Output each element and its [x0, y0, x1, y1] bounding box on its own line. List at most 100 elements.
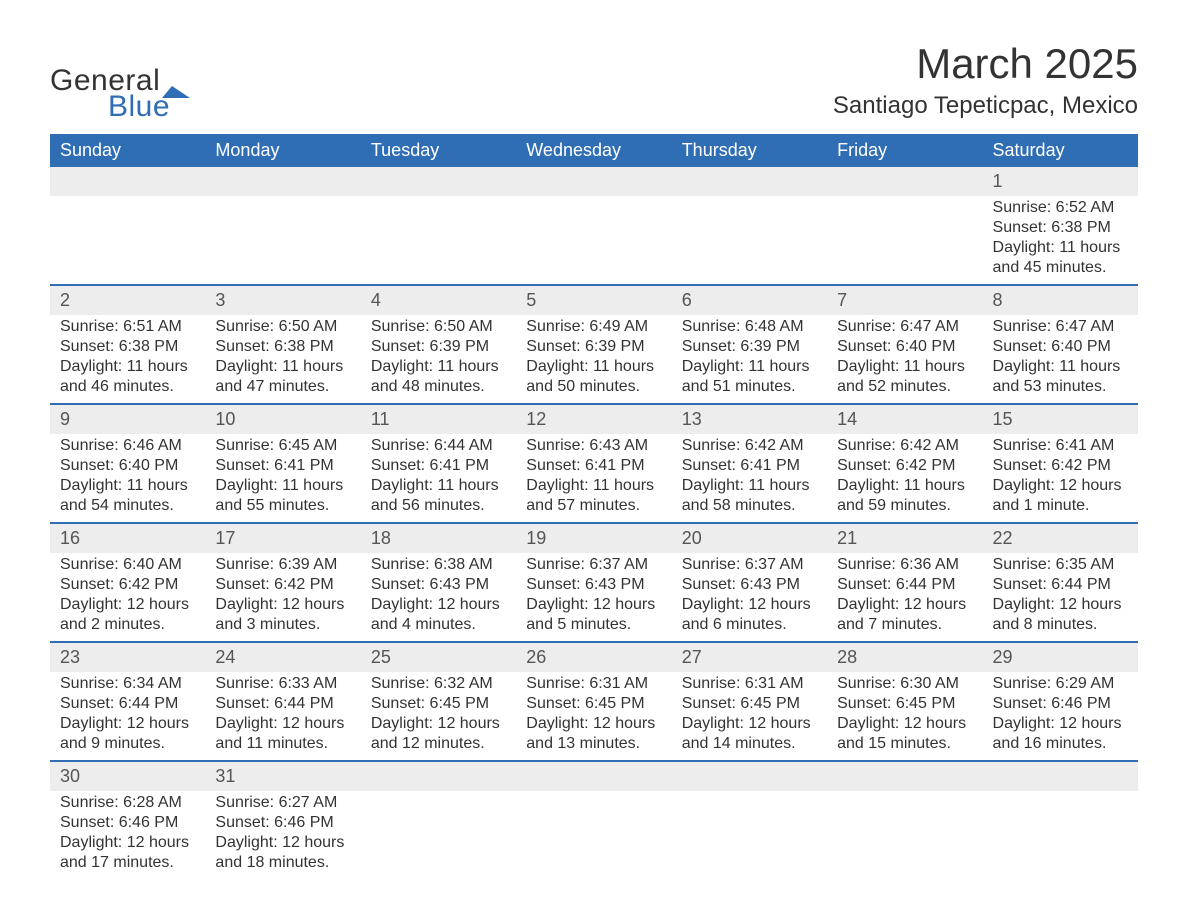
daydata-cell: Sunrise: 6:30 AMSunset: 6:45 PMDaylight:… [827, 672, 982, 761]
daylight-text: Daylight: 12 hours and 18 minutes. [215, 833, 350, 873]
daynum-cell: 11 [361, 404, 516, 434]
daydata-cell: Sunrise: 6:36 AMSunset: 6:44 PMDaylight:… [827, 553, 982, 642]
sunrise-text: Sunrise: 6:50 AM [215, 317, 350, 337]
day-header-fri: Friday [827, 134, 982, 167]
daynum-cell: 10 [205, 404, 360, 434]
daylight-text: Daylight: 11 hours and 53 minutes. [993, 357, 1128, 397]
sunset-text: Sunset: 6:44 PM [215, 694, 350, 714]
daynum-cell [827, 167, 982, 196]
sunrise-text: Sunrise: 6:46 AM [60, 436, 195, 456]
sunset-text: Sunset: 6:39 PM [526, 337, 661, 357]
calendar-header-row: Sunday Monday Tuesday Wednesday Thursday… [50, 134, 1138, 167]
daydata-cell: Sunrise: 6:44 AMSunset: 6:41 PMDaylight:… [361, 434, 516, 523]
daynum-cell [672, 167, 827, 196]
sunset-text: Sunset: 6:44 PM [837, 575, 972, 595]
sunrise-text: Sunrise: 6:47 AM [837, 317, 972, 337]
sunset-text: Sunset: 6:38 PM [993, 218, 1128, 238]
daydata-cell [361, 196, 516, 285]
sunset-text: Sunset: 6:40 PM [837, 337, 972, 357]
daylight-text: Daylight: 12 hours and 9 minutes. [60, 714, 195, 754]
daydata-cell: Sunrise: 6:41 AMSunset: 6:42 PMDaylight:… [983, 434, 1138, 523]
daylight-text: Daylight: 12 hours and 17 minutes. [60, 833, 195, 873]
daylight-text: Daylight: 12 hours and 5 minutes. [526, 595, 661, 635]
daylight-text: Daylight: 11 hours and 56 minutes. [371, 476, 506, 516]
sunset-text: Sunset: 6:42 PM [215, 575, 350, 595]
sunrise-text: Sunrise: 6:51 AM [60, 317, 195, 337]
daylight-text: Daylight: 12 hours and 16 minutes. [993, 714, 1128, 754]
sunrise-text: Sunrise: 6:50 AM [371, 317, 506, 337]
daylight-text: Daylight: 12 hours and 14 minutes. [682, 714, 817, 754]
sunset-text: Sunset: 6:46 PM [60, 813, 195, 833]
daynum-cell: 18 [361, 523, 516, 553]
sunset-text: Sunset: 6:42 PM [60, 575, 195, 595]
daydata-cell [827, 791, 982, 879]
sunset-text: Sunset: 6:41 PM [371, 456, 506, 476]
title-block: March 2025 Santiago Tepeticpac, Mexico [833, 40, 1138, 120]
sunset-text: Sunset: 6:38 PM [60, 337, 195, 357]
daydata-cell [516, 196, 671, 285]
sunrise-text: Sunrise: 6:42 AM [682, 436, 817, 456]
sunrise-text: Sunrise: 6:40 AM [60, 555, 195, 575]
daylight-text: Daylight: 12 hours and 3 minutes. [215, 595, 350, 635]
daynum-cell: 30 [50, 761, 205, 791]
daynum-cell: 15 [983, 404, 1138, 434]
daynum-cell: 9 [50, 404, 205, 434]
daydata-cell: Sunrise: 6:50 AMSunset: 6:38 PMDaylight:… [205, 315, 360, 404]
daydata-row: Sunrise: 6:46 AMSunset: 6:40 PMDaylight:… [50, 434, 1138, 523]
daylight-text: Daylight: 12 hours and 2 minutes. [60, 595, 195, 635]
sunrise-text: Sunrise: 6:31 AM [682, 674, 817, 694]
sunset-text: Sunset: 6:43 PM [682, 575, 817, 595]
daydata-row: Sunrise: 6:52 AMSunset: 6:38 PMDaylight:… [50, 196, 1138, 285]
daydata-cell [516, 791, 671, 879]
sunrise-text: Sunrise: 6:43 AM [526, 436, 661, 456]
daydata-cell: Sunrise: 6:29 AMSunset: 6:46 PMDaylight:… [983, 672, 1138, 761]
daynum-cell [516, 167, 671, 196]
daylight-text: Daylight: 12 hours and 6 minutes. [682, 595, 817, 635]
daylight-text: Daylight: 11 hours and 45 minutes. [993, 238, 1128, 278]
sunrise-text: Sunrise: 6:36 AM [837, 555, 972, 575]
sunset-text: Sunset: 6:41 PM [526, 456, 661, 476]
sunrise-text: Sunrise: 6:34 AM [60, 674, 195, 694]
sunrise-text: Sunrise: 6:42 AM [837, 436, 972, 456]
calendar-table: Sunday Monday Tuesday Wednesday Thursday… [50, 134, 1138, 879]
sunset-text: Sunset: 6:40 PM [993, 337, 1128, 357]
daydata-cell: Sunrise: 6:37 AMSunset: 6:43 PMDaylight:… [672, 553, 827, 642]
sunrise-text: Sunrise: 6:32 AM [371, 674, 506, 694]
sunset-text: Sunset: 6:42 PM [993, 456, 1128, 476]
daylight-text: Daylight: 11 hours and 46 minutes. [60, 357, 195, 397]
daynum-row: 23242526272829 [50, 642, 1138, 672]
daynum-cell: 21 [827, 523, 982, 553]
day-header-wed: Wednesday [516, 134, 671, 167]
daynum-cell [361, 761, 516, 791]
daydata-cell: Sunrise: 6:45 AMSunset: 6:41 PMDaylight:… [205, 434, 360, 523]
sunset-text: Sunset: 6:42 PM [837, 456, 972, 476]
sunrise-text: Sunrise: 6:41 AM [993, 436, 1128, 456]
daynum-cell: 29 [983, 642, 1138, 672]
day-header-tue: Tuesday [361, 134, 516, 167]
daydata-cell: Sunrise: 6:42 AMSunset: 6:41 PMDaylight:… [672, 434, 827, 523]
sunset-text: Sunset: 6:45 PM [371, 694, 506, 714]
daynum-row: 16171819202122 [50, 523, 1138, 553]
daydata-cell: Sunrise: 6:31 AMSunset: 6:45 PMDaylight:… [672, 672, 827, 761]
daydata-cell: Sunrise: 6:42 AMSunset: 6:42 PMDaylight:… [827, 434, 982, 523]
daylight-text: Daylight: 12 hours and 7 minutes. [837, 595, 972, 635]
sunrise-text: Sunrise: 6:31 AM [526, 674, 661, 694]
daydata-cell: Sunrise: 6:35 AMSunset: 6:44 PMDaylight:… [983, 553, 1138, 642]
day-header-thu: Thursday [672, 134, 827, 167]
location-subtitle: Santiago Tepeticpac, Mexico [833, 92, 1138, 120]
daynum-cell: 24 [205, 642, 360, 672]
daydata-cell [983, 791, 1138, 879]
daynum-cell [361, 167, 516, 196]
sunrise-text: Sunrise: 6:33 AM [215, 674, 350, 694]
day-header-mon: Monday [205, 134, 360, 167]
daydata-cell: Sunrise: 6:43 AMSunset: 6:41 PMDaylight:… [516, 434, 671, 523]
daydata-cell [205, 196, 360, 285]
daydata-row: Sunrise: 6:51 AMSunset: 6:38 PMDaylight:… [50, 315, 1138, 404]
sunrise-text: Sunrise: 6:52 AM [993, 198, 1128, 218]
daydata-cell: Sunrise: 6:46 AMSunset: 6:40 PMDaylight:… [50, 434, 205, 523]
day-header-sat: Saturday [983, 134, 1138, 167]
daynum-cell: 27 [672, 642, 827, 672]
daynum-cell: 22 [983, 523, 1138, 553]
daydata-cell: Sunrise: 6:28 AMSunset: 6:46 PMDaylight:… [50, 791, 205, 879]
daydata-cell: Sunrise: 6:27 AMSunset: 6:46 PMDaylight:… [205, 791, 360, 879]
